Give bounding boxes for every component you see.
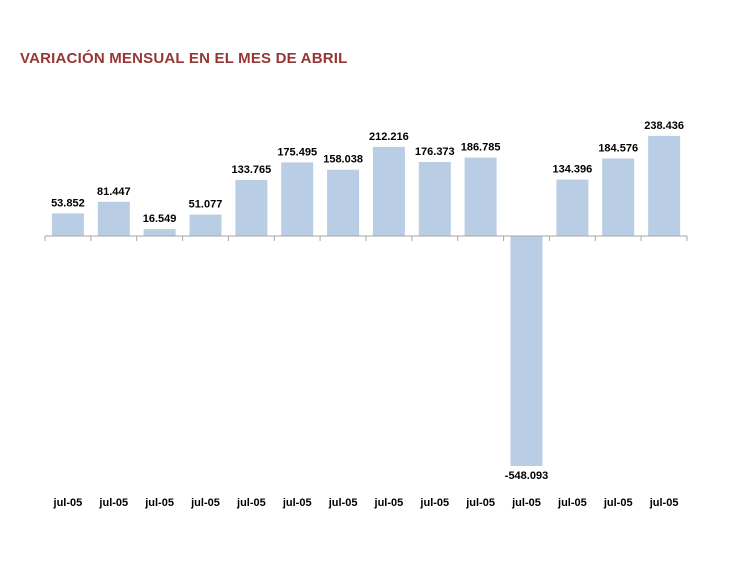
- category-label-1: jul-05: [53, 497, 83, 509]
- value-labels-layer: 53.852 81.447 16.549 51.077 133.765 175.495 15…: [51, 120, 684, 482]
- category-label-10: jul-05: [465, 497, 495, 509]
- category-label-7: jul-05: [328, 497, 358, 509]
- category-label-4: jul-05: [190, 497, 220, 509]
- bar-3: [143, 229, 176, 236]
- bar-8: [372, 146, 405, 236]
- bar-13: [602, 158, 635, 236]
- category-label-11: jul-05: [511, 497, 541, 509]
- value-label-1: 53.852: [51, 197, 85, 209]
- value-label-2: 81.447: [97, 186, 131, 198]
- value-label-5: 133.765: [232, 164, 272, 176]
- value-label-10: 186.785: [461, 142, 501, 154]
- bar-2: [97, 201, 130, 236]
- category-label-9: jul-05: [419, 497, 449, 509]
- value-label-7: 158.038: [323, 154, 363, 166]
- x-axis: [44, 235, 688, 241]
- value-label-14: 238.436: [644, 120, 684, 132]
- bar-9: [418, 162, 451, 236]
- value-label-8: 212.216: [369, 131, 409, 143]
- value-label-13: 184.576: [598, 143, 638, 155]
- category-label-8: jul-05: [374, 497, 404, 509]
- value-label-6: 175.495: [277, 146, 317, 158]
- category-label-12: jul-05: [557, 497, 587, 509]
- bar-14: [648, 135, 681, 236]
- bar-4: [189, 214, 222, 236]
- chart-title: VARIACIÓN MENSUAL EN EL MES DE ABRIL: [20, 50, 348, 67]
- bar-6: [281, 162, 314, 236]
- category-labels-layer: jul-05 jul-05 jul-05 jul-05 jul-05 jul-05 jul-…: [53, 497, 679, 509]
- value-label-12: 134.396: [553, 164, 593, 176]
- bars-layer: [51, 135, 681, 466]
- value-label-11: -548.093: [505, 470, 548, 482]
- value-label-4: 51.077: [189, 199, 223, 211]
- category-label-14: jul-05: [649, 497, 679, 509]
- category-label-6: jul-05: [282, 497, 312, 509]
- bar-5: [235, 179, 268, 236]
- category-label-5: jul-05: [236, 497, 266, 509]
- bar-10: [464, 157, 497, 236]
- bar-7: [327, 169, 360, 236]
- bar-1: [51, 213, 84, 236]
- category-label-2: jul-05: [98, 497, 128, 509]
- value-label-3: 16.549: [143, 213, 177, 225]
- bar-11: [510, 236, 543, 466]
- bar-12: [556, 179, 589, 236]
- category-label-3: jul-05: [144, 497, 174, 509]
- category-label-13: jul-05: [603, 497, 633, 509]
- value-label-9: 176.373: [415, 146, 455, 158]
